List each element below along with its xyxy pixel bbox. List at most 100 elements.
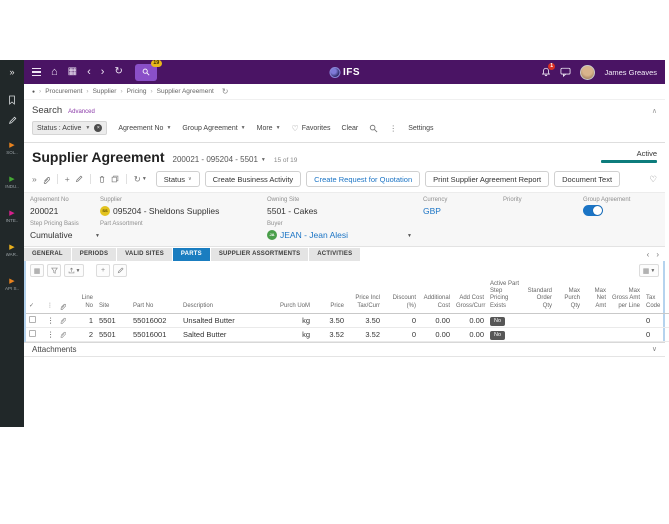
sidebar-shortcut-indu[interactable]: ▶ INDU.. — [5, 171, 19, 193]
breadcrumb-home-icon[interactable]: ● — [32, 88, 36, 95]
sidebar-shortcut-inte[interactable]: ▶ INTE.. — [5, 205, 19, 227]
cell-part_no[interactable]: 55016002 — [130, 313, 180, 328]
duplicate-record-button[interactable] — [111, 175, 119, 183]
column-header-standard_order_qty[interactable]: Standard Order Qty — [523, 280, 555, 314]
nav-forward-icon[interactable]: › — [100, 65, 105, 78]
attachments-section[interactable]: Attachments ∨ — [24, 341, 665, 357]
buyer-value[interactable]: JEAN - Jean Alesi — [280, 229, 349, 240]
row-checkbox[interactable] — [29, 315, 36, 323]
sidebar-edit-button[interactable] — [8, 116, 17, 125]
tabs-scroll-right-icon[interactable]: › — [656, 250, 659, 259]
hamburger-menu-icon[interactable] — [32, 67, 41, 77]
table-row[interactable]: ⋮ 1 5501 55016002 Unsalted Butter kg 3.50 3.50 0… — [26, 313, 669, 328]
filter-more-options-icon[interactable]: ⋮ — [389, 123, 398, 133]
group-agreement-toggle[interactable] — [583, 205, 603, 216]
grid-view-button[interactable]: ▦ — [30, 264, 44, 277]
refresh-record-button[interactable]: ↻ ▼ — [133, 173, 147, 184]
column-header-purch_uom[interactable]: Purch UoM — [265, 280, 313, 314]
create-business-activity-button[interactable]: Create Business Activity — [204, 171, 302, 187]
cell-purch_uom[interactable]: kg — [265, 327, 313, 342]
delete-record-button[interactable] — [98, 175, 106, 183]
filter-dropdown-agreement-no[interactable]: Agreement No ▼ — [118, 125, 171, 132]
breadcrumb-item[interactable]: Supplier Agreement — [156, 88, 214, 95]
part-assortment-select[interactable]: ▼ — [100, 229, 412, 240]
cell-purch_uom[interactable]: kg — [265, 313, 313, 328]
filter-dropdown-more[interactable]: More ▼ — [257, 125, 281, 132]
cell-part_no[interactable]: 55016001 — [130, 327, 180, 342]
app-grid-icon[interactable]: ▦ — [67, 66, 78, 77]
column-header-tax_code[interactable]: Tax Code — [643, 280, 669, 314]
sidebar-expand-button[interactable]: » — [9, 67, 15, 77]
tab-supplier-assortments[interactable]: SUPPLIER ASSORTMENTS — [210, 248, 309, 261]
column-header-max_net_amt[interactable]: Max Net Amt — [583, 280, 609, 314]
tab-periods[interactable]: PERIODS — [71, 248, 117, 261]
grid-edit-row-button[interactable] — [113, 264, 127, 277]
tabs-scroll-left-icon[interactable]: ‹ — [646, 250, 650, 259]
add-record-button[interactable]: + — [64, 173, 70, 184]
column-header-description[interactable]: Description — [180, 280, 265, 314]
column-header-site[interactable]: Site — [96, 280, 130, 314]
user-name[interactable]: James Greaves — [604, 67, 657, 77]
column-header-price_incl_tax[interactable]: Price Incl Tax/Curr — [347, 280, 383, 314]
column-header-part_no[interactable]: Part No — [130, 280, 180, 314]
sidebar-shortcut-sol[interactable]: ▶ SOL.. — [5, 137, 19, 159]
advanced-search-link[interactable]: Advanced — [68, 109, 95, 115]
breadcrumb-refresh-icon[interactable]: ↻ — [221, 87, 229, 96]
select-all-header[interactable]: ✓ — [26, 280, 44, 314]
favorite-record-button[interactable]: ♡ — [649, 173, 657, 184]
attachment-button[interactable] — [42, 175, 50, 184]
document-text-button[interactable]: Document Text — [554, 171, 621, 187]
tab-activities[interactable]: ACTIVITIES — [309, 248, 361, 261]
tab-valid-sites[interactable]: VALID SITES — [117, 248, 172, 261]
filter-dropdown-group-agreement[interactable]: Group Agreement ▼ — [182, 125, 245, 132]
expand-toolbar-icon[interactable]: » — [32, 173, 37, 184]
status-button[interactable]: Status ∨ — [155, 171, 200, 187]
global-search-button[interactable]: 19 — [134, 59, 162, 81]
grid-options-button[interactable]: ▦ ▼ — [639, 264, 659, 277]
row-menu-icon[interactable]: ⋮ — [44, 327, 56, 342]
row-select-cell[interactable] — [26, 313, 44, 328]
column-header-discount[interactable]: Discount (%) — [383, 280, 419, 314]
print-supplier-agreement-report-button[interactable]: Print Supplier Agreement Report — [425, 171, 550, 187]
search-collapse-icon[interactable]: ∧ — [651, 108, 657, 115]
row-menu-icon[interactable]: ⋮ — [44, 313, 56, 328]
grid-export-button[interactable]: ▼ — [64, 264, 84, 277]
clear-filters-button[interactable]: Clear — [342, 125, 359, 132]
table-row[interactable]: ⋮ 2 5501 55016001 Salted Butter kg 3.52 3.52 0 0.… — [26, 327, 669, 342]
breadcrumb-item[interactable]: Supplier — [92, 88, 117, 95]
column-header-max_purch_qty[interactable]: Max Purch Qty — [555, 280, 583, 314]
nav-back-icon[interactable]: ‹ — [87, 65, 91, 78]
column-header-line_no[interactable]: Line No — [72, 280, 96, 314]
home-icon[interactable]: ⌂ — [51, 65, 58, 78]
tab-general[interactable]: GENERAL — [24, 248, 71, 261]
user-avatar[interactable] — [580, 64, 596, 80]
column-header-price[interactable]: Price — [313, 280, 347, 314]
breadcrumb-item[interactable]: Procurement — [45, 88, 83, 95]
record-selector[interactable]: 200021 - 095204 - 5501 ▼ — [173, 155, 266, 164]
filter-search-button[interactable] — [369, 124, 378, 133]
remove-filter-icon[interactable]: × — [94, 124, 103, 132]
favorites-button[interactable]: ♡ Favorites — [292, 124, 331, 133]
grid-add-row-button[interactable]: + — [96, 264, 110, 277]
row-attachment-cell[interactable] — [56, 327, 72, 342]
settings-button[interactable]: Settings — [408, 125, 433, 132]
column-header-additional_cost[interactable]: Additional Cost — [419, 280, 453, 314]
currency-value[interactable]: GBP — [423, 205, 441, 216]
bookmarks-button[interactable] — [8, 95, 16, 105]
column-header-active_step_pricing[interactable]: Active Part Step Pricing Exists — [487, 280, 523, 314]
grid-filter-button[interactable] — [47, 264, 61, 277]
refresh-icon[interactable]: ↻ — [114, 66, 123, 77]
row-select-cell[interactable] — [26, 327, 44, 342]
supplier-value[interactable]: 095204 - Sheldons Supplies — [113, 205, 220, 216]
row-checkbox[interactable] — [29, 329, 36, 337]
feedback-button[interactable] — [560, 67, 571, 77]
tab-parts[interactable]: PARTS — [172, 248, 210, 261]
column-header-add_cost_gross[interactable]: Add Cost Gross/Curr — [453, 280, 487, 314]
sidebar-shortcut-apis[interactable]: ▶ API S.. — [5, 273, 19, 295]
row-attachment-cell[interactable] — [56, 313, 72, 328]
breadcrumb-item[interactable]: Pricing — [126, 88, 147, 95]
create-request-for-quotation-button[interactable]: Create Request for Quotation — [306, 171, 421, 187]
status-filter-chip[interactable]: Status : Active ▼ × — [32, 121, 108, 135]
edit-record-button[interactable] — [75, 175, 83, 183]
notifications-button[interactable]: 1 — [541, 63, 556, 77]
